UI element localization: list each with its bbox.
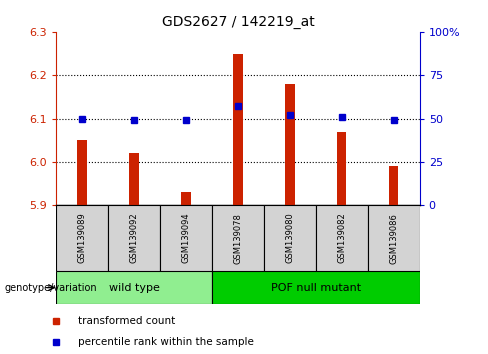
Bar xyxy=(129,153,139,205)
Text: wild type: wild type xyxy=(109,282,160,293)
Title: GDS2627 / 142219_at: GDS2627 / 142219_at xyxy=(162,16,314,29)
Text: GSM139092: GSM139092 xyxy=(129,213,139,263)
Text: POF null mutant: POF null mutant xyxy=(271,282,361,293)
Text: GSM139086: GSM139086 xyxy=(389,213,398,263)
Text: GSM139082: GSM139082 xyxy=(337,213,346,263)
Bar xyxy=(56,271,212,304)
Text: transformed count: transformed count xyxy=(78,316,175,326)
Bar xyxy=(337,132,346,205)
Bar xyxy=(212,271,420,304)
Text: genotype/variation: genotype/variation xyxy=(5,282,98,293)
Bar xyxy=(285,84,295,205)
Bar xyxy=(78,140,87,205)
Bar xyxy=(264,205,316,271)
Text: GSM139080: GSM139080 xyxy=(285,213,294,263)
Bar xyxy=(56,205,108,271)
Bar xyxy=(212,205,264,271)
Bar xyxy=(389,166,398,205)
Bar xyxy=(181,192,191,205)
Bar xyxy=(160,205,212,271)
Text: GSM139089: GSM139089 xyxy=(78,213,86,263)
Bar xyxy=(108,205,160,271)
Bar xyxy=(368,205,420,271)
Bar xyxy=(233,53,243,205)
Text: percentile rank within the sample: percentile rank within the sample xyxy=(78,337,254,348)
Text: GSM139078: GSM139078 xyxy=(233,213,243,263)
Text: GSM139094: GSM139094 xyxy=(182,213,190,263)
Bar xyxy=(316,205,368,271)
